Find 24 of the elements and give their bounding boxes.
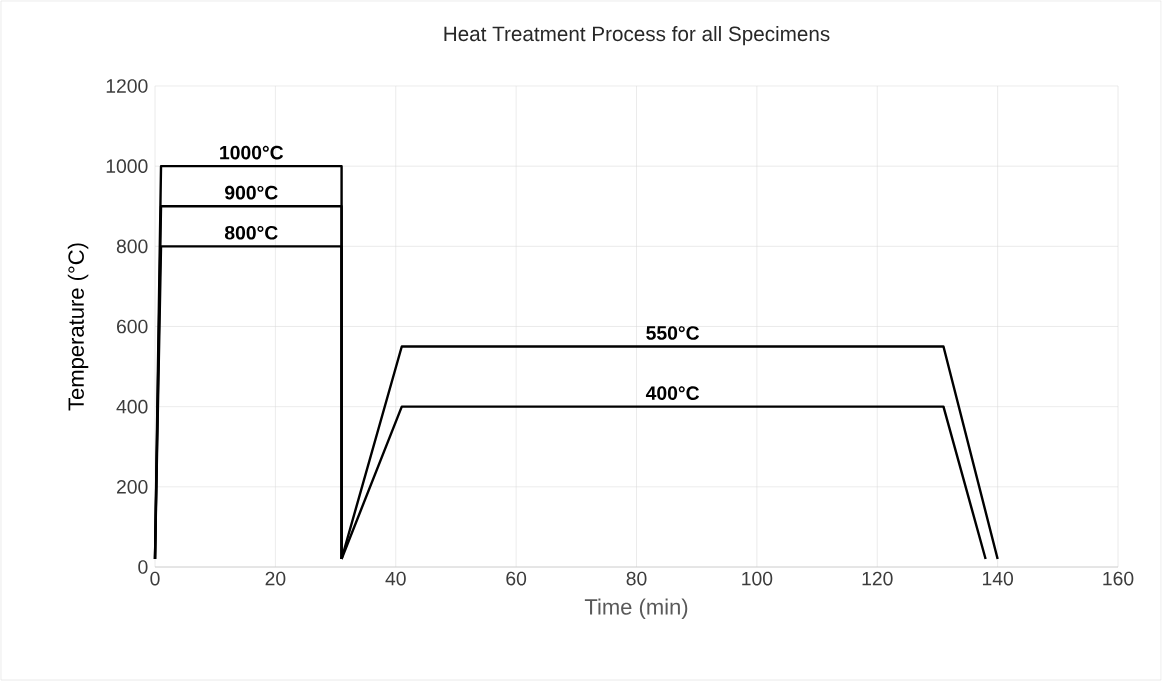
x-tick-label: 120 [862, 571, 893, 586]
y-tick-label: 1000 [106, 159, 148, 173]
x-axis-title: Time (min) [584, 598, 688, 620]
y-tick-label: 800 [116, 239, 148, 254]
chart-title: Heat Treatment Process for all Specimens [444, 26, 830, 46]
x-tick-label: 60 [506, 571, 527, 586]
x-tick-label: 80 [626, 571, 647, 586]
y-axis-title: Temperature (°C) [67, 243, 89, 411]
annotation: 550°C [646, 326, 700, 340]
annotation: 900°C [225, 185, 278, 200]
x-tick-label: 0 [150, 571, 160, 586]
x-tick-label: 100 [742, 571, 773, 586]
y-tick-label: 600 [117, 319, 148, 334]
y-tick-label: 400 [116, 399, 148, 414]
x-tick-label: 40 [385, 571, 406, 586]
x-tick-label: 140 [982, 571, 1013, 586]
annotation: 800°C [224, 225, 278, 240]
y-tick-label: 200 [117, 479, 148, 494]
annotation: 1000°C [220, 145, 284, 160]
x-tick-label: 20 [265, 571, 286, 586]
y-tick-label: 1200 [106, 79, 148, 93]
y-tick-label: 0 [138, 560, 148, 574]
annotation: 400°C [645, 386, 700, 400]
x-tick-label: 160 [1103, 571, 1134, 586]
